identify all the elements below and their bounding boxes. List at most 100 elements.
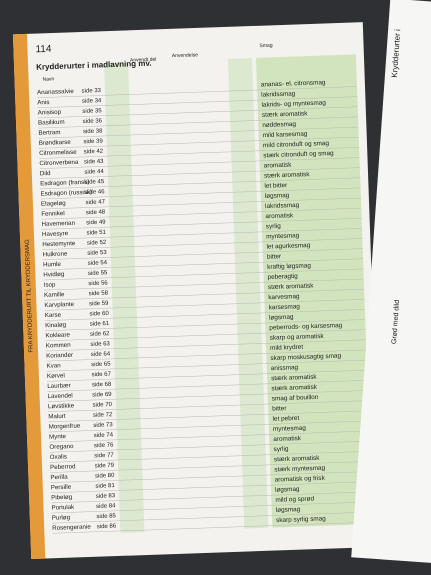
- row-rule: [42, 238, 363, 250]
- row-rule: [46, 349, 367, 362]
- taste: aromatisk: [265, 212, 294, 220]
- herb-name: Koriander: [46, 352, 73, 360]
- row-rule: [49, 440, 370, 453]
- col-name: Navn: [42, 76, 54, 82]
- page-ref: side 48: [86, 210, 106, 217]
- row-rule: [49, 430, 370, 443]
- row-rule: [41, 217, 362, 230]
- herb-name: Peberrod: [50, 463, 76, 471]
- taste: skarp moskusagtig smag: [270, 353, 341, 362]
- page-ref: side 45: [85, 179, 105, 186]
- page-ref: side 73: [93, 422, 113, 429]
- herb-name: Kinaløg: [45, 322, 67, 330]
- herb-name: Brøndkarse: [39, 139, 72, 147]
- taste: løgsmag: [269, 314, 294, 322]
- page-ref: side 35: [82, 108, 102, 115]
- herb-name: Havemerian: [41, 220, 75, 228]
- page-ref: side 80: [95, 473, 115, 480]
- row-rule: [48, 400, 368, 412]
- taste: karsesmag: [269, 303, 301, 311]
- page-ref: side 65: [91, 361, 111, 368]
- taste: stærk aromatisk: [262, 110, 308, 119]
- row-rule: [51, 491, 372, 504]
- herb-name: Esdragon (russisk): [40, 189, 92, 198]
- row-rule: [50, 461, 371, 473]
- taste: stærk aromatisk: [271, 374, 317, 383]
- table: Ananassalvie side 33 ananas- el. citronsma…: [37, 79, 373, 534]
- row-rule: [43, 278, 364, 291]
- taste: aromatisk: [264, 162, 293, 170]
- herb-name: Lavendel: [48, 392, 73, 400]
- herb-name: Oxalis: [50, 453, 67, 461]
- page-ref: side 76: [94, 443, 114, 450]
- row-rule: [40, 187, 361, 200]
- caption: Grød med dild: [391, 300, 401, 345]
- herb-name: Kommen: [46, 342, 72, 350]
- row-rule: [48, 420, 369, 433]
- row-rule: [43, 268, 364, 281]
- page-ref: side 72: [93, 412, 113, 419]
- taste: smag af bouillon: [272, 394, 319, 403]
- paper: [351, 0, 431, 563]
- row-rule: [45, 319, 366, 331]
- row-rule: [41, 197, 361, 210]
- herb-name: Fennikel: [41, 210, 65, 218]
- row-rule: [37, 86, 358, 98]
- taste: stærk aromatisk: [268, 282, 314, 291]
- page-ref: side 42: [84, 149, 104, 156]
- page-ref: side 38: [83, 128, 103, 135]
- page-ref: side 46: [85, 189, 105, 196]
- herb-name: Hestemynte: [42, 240, 76, 248]
- row-rule: [46, 359, 367, 372]
- page-ref: side 43: [84, 159, 104, 166]
- page-ref: side 60: [89, 311, 109, 318]
- row-rule: [52, 511, 372, 524]
- herb-name: Kvan: [46, 362, 61, 370]
- taste: let agurkesmag: [266, 242, 310, 251]
- herb-name: Mynte: [49, 433, 67, 441]
- taste: peberagtig: [267, 273, 298, 281]
- row-rule: [46, 339, 366, 352]
- page-ref: side 36: [83, 118, 103, 125]
- page-ref: side 62: [90, 331, 110, 338]
- right-title: Krydderurter i: [390, 29, 402, 78]
- page-ref: side 83: [96, 493, 116, 500]
- page-ref: side 58: [89, 291, 109, 298]
- herb-name: Citronmelisse: [39, 149, 77, 157]
- herb-name: Portulak: [51, 504, 75, 512]
- herb-name: Ananassalvie: [37, 88, 75, 96]
- herb-name: Pibeløg: [51, 494, 73, 502]
- taste: syrlig: [273, 446, 289, 454]
- page-ref: side 34: [82, 98, 102, 105]
- page-ref: side 49: [86, 220, 106, 227]
- taste: bitter: [272, 405, 287, 413]
- taste: løgsmag: [275, 486, 300, 494]
- row-rule: [42, 248, 363, 261]
- row-rule: [41, 207, 362, 220]
- right-page: Krydderurter i Grød med dild: [351, 0, 431, 563]
- row-rule: [39, 157, 360, 169]
- taste: løgsmag: [276, 506, 301, 514]
- col-taste: Smag: [259, 43, 272, 49]
- herb-name: Persille: [51, 484, 72, 492]
- herb-name: Karvplante: [44, 301, 74, 309]
- left-page: FRA KRYDDERURT TIL KRYDDERSMAG 114 Krydd…: [12, 22, 382, 560]
- taste: skarp syrlig smag: [276, 515, 326, 524]
- taste: myntesmag: [273, 425, 307, 433]
- taste: stærk aromatisk: [271, 384, 317, 393]
- row-rule: [49, 450, 370, 463]
- page-number: 114: [35, 44, 52, 56]
- row-rule: [45, 329, 366, 342]
- col-part: Anvendt del: [130, 57, 157, 64]
- herb-name: Malurt: [48, 413, 66, 421]
- row-rule: [44, 288, 365, 301]
- herb-name: Esdragon (fransk): [40, 179, 89, 188]
- page-ref: side 69: [92, 392, 112, 399]
- page-ref: side 56: [88, 280, 108, 287]
- herb-name: Dild: [40, 170, 51, 177]
- row-rule: [40, 167, 360, 179]
- herb-name: Karse: [45, 312, 62, 320]
- taste: kraftig løgsmag: [267, 262, 311, 271]
